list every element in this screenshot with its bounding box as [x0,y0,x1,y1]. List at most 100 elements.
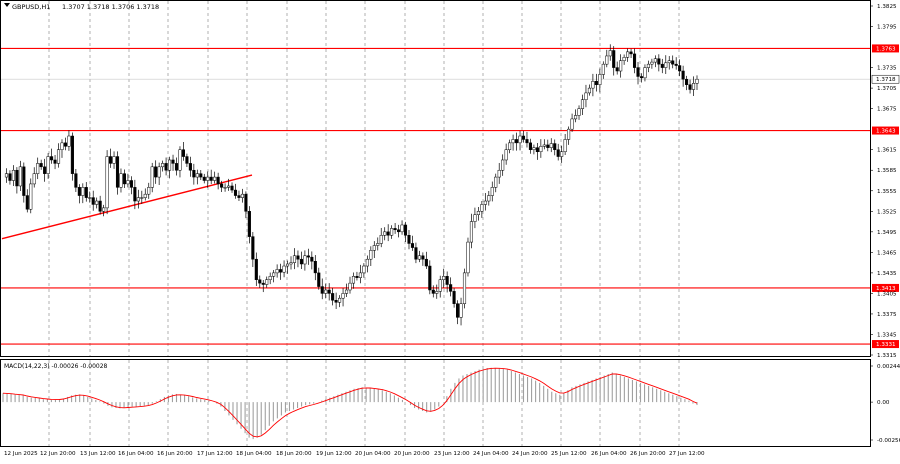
dropdown-triangle-icon[interactable] [4,3,10,7]
candle-body [174,163,179,171]
candle-body [629,51,633,55]
candle-body [15,169,19,187]
candle-body [632,53,637,68]
candle-body [546,144,550,148]
candle-body [449,284,453,292]
candle-body [400,224,404,233]
candle-body [112,156,116,164]
candle-body [542,144,546,147]
current-price-text: 1.3718 [876,77,896,83]
candle-body [334,300,338,303]
candle-body [285,263,290,267]
candle-body [157,166,161,178]
level-price-badge [872,44,899,53]
time-axis-label: 27 Jun 12:00 [669,451,705,457]
candle-body [490,187,494,196]
candle-body [126,180,130,185]
time-axis-label: 19 Jun 12:00 [316,451,352,457]
candle-body [376,243,380,246]
candle-body [452,291,456,304]
candle-body [181,149,185,157]
macd-axis-label: 0.00244 [877,364,900,370]
time-axis-label: 12 Jun 20:00 [40,451,76,457]
candle-body [161,163,165,168]
candle-body [653,58,657,63]
candle-body [535,147,539,153]
axes: 12 Jun 2025 12 Jun 20:00 13 Jun 12:00 16 Ju… [4,4,900,457]
candle-body [53,159,57,164]
time-axis-label: 25 Jun 12:00 [551,451,587,457]
candle-body [403,224,408,236]
candle-body [580,99,585,109]
trendline[interactable] [1,174,253,240]
candle-body [431,289,435,294]
price-axis-label: 1.3525 [877,209,897,215]
candle-body [518,135,522,144]
candle-body [355,276,359,278]
candle-body [84,187,88,198]
candle-body [397,229,401,233]
candle-body [362,265,366,274]
candle-body [556,149,560,157]
candle-body [299,258,303,265]
candle-body [636,67,640,77]
candle-body [528,142,532,150]
candle-body [237,195,241,198]
time-axis-label: 20 Jun 20:00 [394,451,430,457]
candle-body [549,143,553,148]
candle-body [282,265,286,273]
candle-body [171,159,175,164]
candle-body [36,163,40,174]
candle-body [608,50,612,57]
candle-body [421,255,425,260]
candle-body [164,163,168,171]
macd-signal-line [2,367,698,438]
candle-body [643,67,647,79]
candle-body [605,55,609,65]
candle-body [417,255,421,260]
candle-body [414,247,418,260]
candle-body [456,303,460,318]
candle-body [313,260,317,274]
candle-body [501,159,505,171]
candle-body [504,149,508,161]
time-axis-label: 12 Jun 2025 [4,451,38,457]
candle-body [220,183,224,188]
candle-body [341,293,345,299]
time-axis-label: 20 Jun 04:00 [355,451,391,457]
candle-body [626,51,630,58]
candle-body [306,255,310,258]
price-axis-label: 1.3585 [877,168,897,174]
candle-body [532,147,536,150]
candle-body [386,231,390,236]
price-axis-label: 1.3435 [877,271,897,277]
candle-body [50,156,54,161]
candle-body [115,156,120,188]
macd-pane-frame [0,359,871,447]
candle-body [657,58,661,65]
candle-body [483,200,487,205]
candle-body [168,159,172,171]
symbol-label: GBPUSD,H1 [12,3,50,11]
candle-body [8,173,12,181]
candle-body [74,173,78,188]
candle-body [584,92,588,101]
price-axis-label: 1.3465 [877,250,897,256]
candle-body [438,279,442,292]
chart-header: GBPUSD,H1 1.3707 1.3718 1.3706 1.3718 [4,3,159,11]
candle-body [466,241,470,274]
candle-body [622,57,626,61]
candle-body [511,139,515,144]
candle-body [192,169,196,178]
candle-body [247,211,251,237]
time-axis-label: 26 Jun 20:00 [630,451,666,457]
candle-body [327,289,331,294]
candle-body [292,255,297,263]
candle-body [272,272,276,277]
candle-body [230,185,234,191]
candle-body [185,156,189,164]
candle-body [469,221,473,243]
candle-body [442,276,446,280]
